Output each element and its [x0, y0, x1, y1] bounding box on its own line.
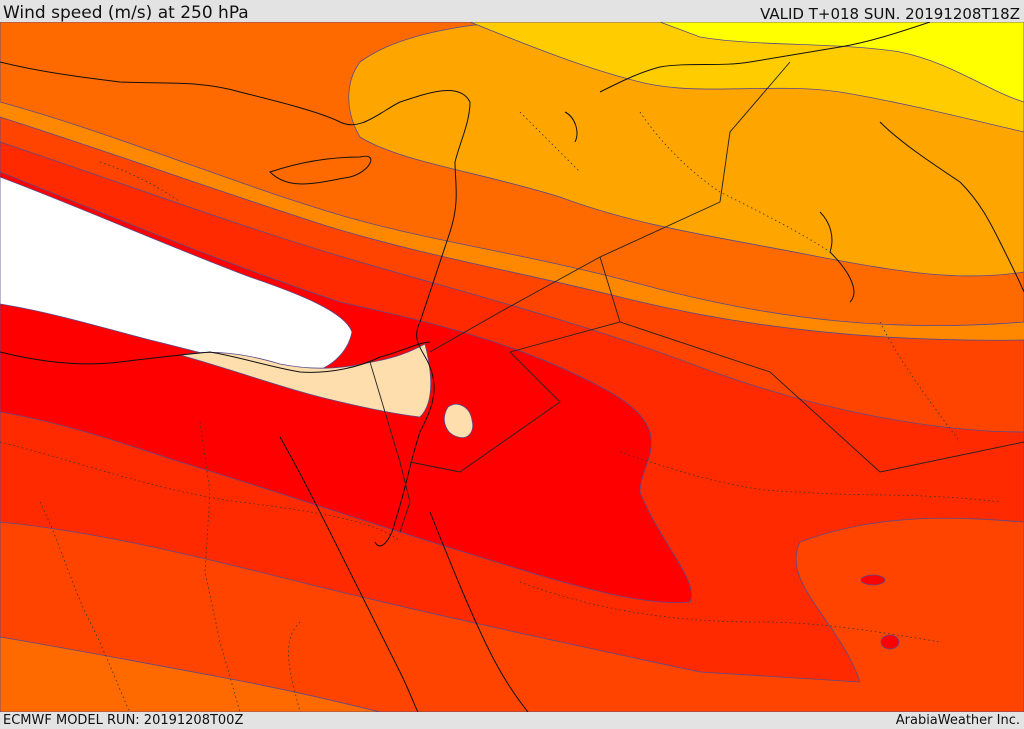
map-header: Wind speed (m/s) at 250 hPa VALID T+018 …: [0, 0, 1024, 23]
red-blob-2: [880, 634, 900, 650]
map-footer: ECMWF MODEL RUN: 20191208T00Z ArabiaWeat…: [0, 712, 1024, 729]
country-borders: [369, 61, 1024, 533]
white-max-region: [0, 176, 353, 375]
valid-time: VALID T+018 SUN. 20191208T18Z: [760, 5, 1020, 23]
orange-southwest: [0, 636, 381, 712]
red-blob-1: [860, 574, 886, 586]
map-canvas: [0, 22, 1024, 712]
peach-blob: [444, 403, 474, 439]
coastlines: [0, 22, 1024, 712]
province-borders: [0, 111, 1001, 712]
peach-region: [179, 343, 432, 418]
model-run-label: ECMWF MODEL RUN: 20191208T00Z: [3, 713, 244, 728]
yellow-core: [659, 22, 1024, 103]
map-title: Wind speed (m/s) at 250 hPa: [3, 3, 249, 23]
credit-label: ArabiaWeather Inc.: [895, 713, 1020, 728]
wind-speed-map[interactable]: [0, 22, 1024, 712]
